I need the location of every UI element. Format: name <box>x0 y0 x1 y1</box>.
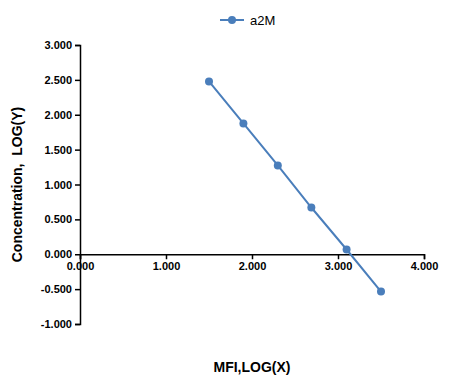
tick: 3.000 <box>325 254 353 272</box>
tick: 1.500 <box>44 144 80 156</box>
tick-mark <box>252 254 254 259</box>
tick-mark <box>75 149 80 151</box>
marker <box>343 246 351 254</box>
legend: a2M <box>220 13 275 28</box>
plot: -1.000 -0.500 0.000 0.500 1.000 1.500 2.000 2.5… <box>41 39 438 330</box>
tick-label: 2.000 <box>44 109 72 121</box>
series-group <box>205 77 385 295</box>
legend-marker <box>228 16 236 24</box>
tick-mark <box>75 115 80 117</box>
tick-mark <box>75 254 80 256</box>
tick-mark <box>75 80 80 82</box>
tick-mark <box>80 254 82 259</box>
marker <box>239 119 247 127</box>
marker <box>377 288 385 296</box>
x-axis: 0.000 1.000 2.000 3.000 4.000 <box>67 254 439 272</box>
tick: 0.000 <box>67 254 95 272</box>
tick-label: 3.000 <box>44 39 72 51</box>
tick-label: 3.000 <box>325 260 353 272</box>
tick-mark <box>338 254 340 259</box>
tick-label: 0.000 <box>44 248 72 260</box>
marker <box>274 161 282 169</box>
tick-label: -0.500 <box>41 283 72 295</box>
tick: 0.000 <box>44 248 80 260</box>
y-axis: -1.000 -0.500 0.000 0.500 1.000 1.500 2.000 2.5… <box>41 39 81 330</box>
tick-label: 0.500 <box>44 213 72 225</box>
tick: 2.500 <box>44 74 80 86</box>
tick-label: 1.000 <box>44 179 72 191</box>
tick-label: 2.000 <box>239 260 267 272</box>
chart: -1.000 -0.500 0.000 0.500 1.000 1.500 2.000 2.5… <box>0 0 469 392</box>
tick: 2.000 <box>44 109 80 121</box>
tick-label: 0.000 <box>67 260 95 272</box>
x-axis-title: MFI,LOG(X) <box>214 359 291 375</box>
tick: 1.000 <box>44 179 80 191</box>
tick-label: 1.000 <box>153 260 181 272</box>
y-axis-title: Concentration, LOG(Y) <box>9 107 25 263</box>
tick-label: 4.000 <box>411 260 439 272</box>
tick-mark <box>75 324 80 326</box>
tick: 3.000 <box>44 39 80 51</box>
tick: 2.000 <box>239 254 267 272</box>
marker <box>307 204 315 212</box>
axis-line <box>75 46 81 325</box>
tick: -1.000 <box>41 318 80 330</box>
tick-label: -1.000 <box>41 318 72 330</box>
tick-label: 2.500 <box>44 74 72 86</box>
tick: 0.500 <box>44 213 80 225</box>
marker <box>205 77 213 85</box>
legend-label: a2M <box>250 13 275 28</box>
tick-label: 1.500 <box>44 144 72 156</box>
axis-line <box>81 255 425 260</box>
tick-mark <box>75 289 80 291</box>
line <box>209 81 381 291</box>
tick: 1.000 <box>153 254 181 272</box>
tick-mark <box>75 45 80 47</box>
tick: 4.000 <box>411 254 439 272</box>
tick-mark <box>75 184 80 186</box>
tick-mark <box>75 219 80 221</box>
tick: -0.500 <box>41 283 80 295</box>
tick-mark <box>166 254 168 259</box>
tick-mark <box>424 254 426 259</box>
